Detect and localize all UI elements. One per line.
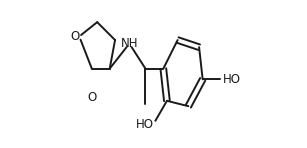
Text: NH: NH [121,37,138,50]
Text: O: O [87,91,96,104]
Text: O: O [70,30,79,43]
Text: HO: HO [135,118,154,131]
Text: HO: HO [223,73,241,86]
